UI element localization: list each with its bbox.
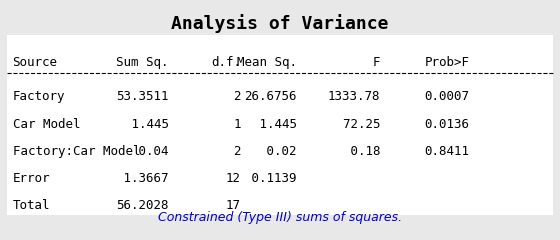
Text: 2: 2	[234, 90, 241, 103]
Text: d.f.: d.f.	[211, 56, 241, 69]
Text: Total: Total	[12, 199, 50, 212]
Text: 1333.78: 1333.78	[328, 90, 380, 103]
Text: 17: 17	[226, 199, 241, 212]
Text: 0.18: 0.18	[328, 145, 380, 158]
Text: 0.02: 0.02	[259, 145, 297, 158]
Text: 26.6756: 26.6756	[244, 90, 297, 103]
Text: 72.25: 72.25	[328, 118, 380, 131]
Text: F: F	[373, 56, 380, 69]
Text: Analysis of Variance: Analysis of Variance	[171, 14, 389, 33]
FancyBboxPatch shape	[7, 35, 553, 215]
Text: Constrained (Type III) sums of squares.: Constrained (Type III) sums of squares.	[158, 211, 402, 224]
Text: 1.445: 1.445	[124, 118, 169, 131]
Text: Factory:Car Model: Factory:Car Model	[12, 145, 140, 158]
Text: 1: 1	[234, 118, 241, 131]
Text: Car Model: Car Model	[12, 118, 80, 131]
Text: Source: Source	[12, 56, 58, 69]
Text: 2: 2	[234, 145, 241, 158]
Text: 0.0007: 0.0007	[424, 90, 469, 103]
Text: 12: 12	[226, 172, 241, 185]
Text: Sum Sq.: Sum Sq.	[116, 56, 169, 69]
Text: 53.3511: 53.3511	[116, 90, 169, 103]
Text: Mean Sq.: Mean Sq.	[237, 56, 297, 69]
Text: Error: Error	[12, 172, 50, 185]
Text: 0.1139: 0.1139	[244, 172, 297, 185]
Text: 1.3667: 1.3667	[116, 172, 169, 185]
Text: Prob>F: Prob>F	[424, 56, 469, 69]
Text: 0.0136: 0.0136	[424, 118, 469, 131]
Text: 56.2028: 56.2028	[116, 199, 169, 212]
Text: 0.8411: 0.8411	[424, 145, 469, 158]
Text: Factory: Factory	[12, 90, 65, 103]
Text: 0.04: 0.04	[131, 145, 169, 158]
Text: 1.445: 1.445	[251, 118, 297, 131]
